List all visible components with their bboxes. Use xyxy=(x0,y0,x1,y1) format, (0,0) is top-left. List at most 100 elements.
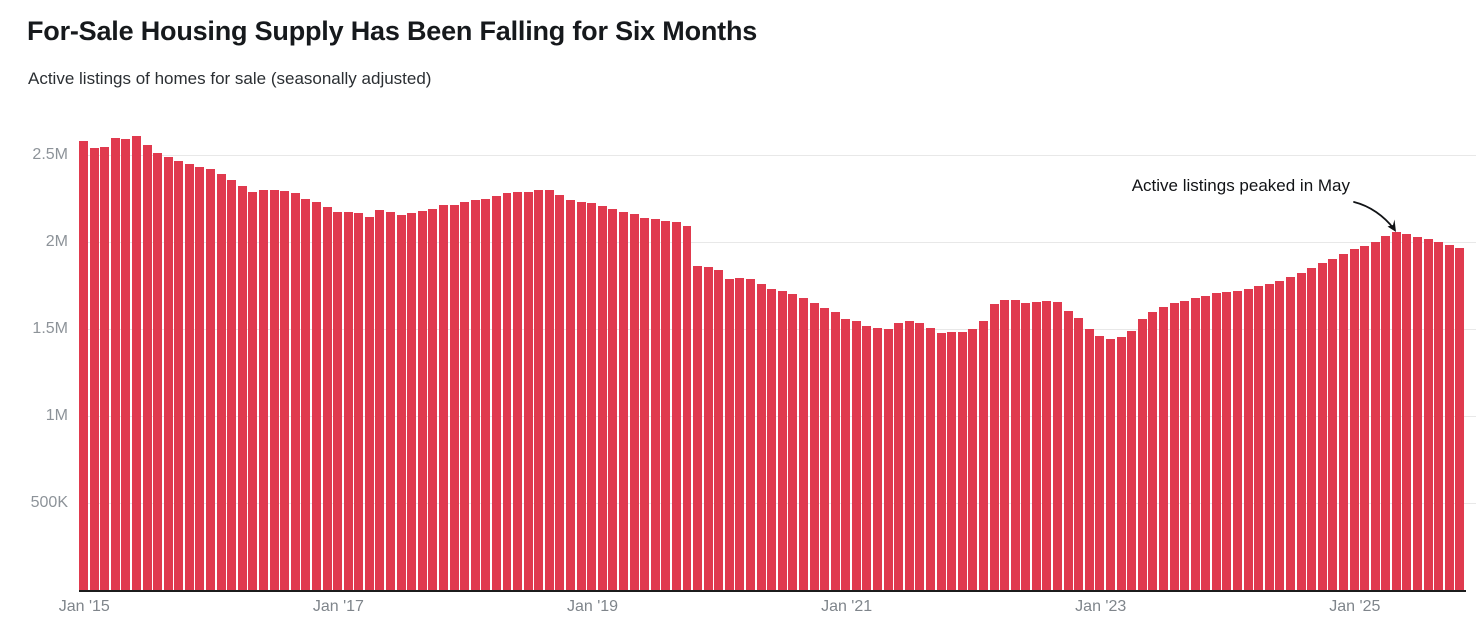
bar xyxy=(1201,295,1211,590)
bar xyxy=(1286,276,1295,590)
bar xyxy=(142,145,152,590)
bar xyxy=(989,303,999,590)
bar xyxy=(216,174,226,590)
bar xyxy=(915,322,925,590)
bar xyxy=(851,321,861,590)
bar xyxy=(1190,297,1200,590)
bar xyxy=(904,321,914,590)
bar xyxy=(79,141,88,590)
bar xyxy=(693,266,703,590)
bar xyxy=(100,147,110,590)
y-axis-tick-label: 500K xyxy=(30,493,68,511)
bar xyxy=(703,267,713,590)
bar xyxy=(258,189,268,590)
y-axis-tick-label: 1.5M xyxy=(32,319,68,337)
bar xyxy=(1074,317,1084,590)
bar xyxy=(131,135,141,590)
bar xyxy=(301,198,311,590)
bar xyxy=(894,322,904,590)
bar xyxy=(237,186,247,590)
gridline xyxy=(79,502,1476,504)
bar xyxy=(629,214,639,590)
bar xyxy=(1042,301,1052,590)
bar xyxy=(449,204,459,590)
bar xyxy=(724,278,734,590)
x-axis-tick-label: Jan '17 xyxy=(312,598,364,615)
bar xyxy=(936,333,946,590)
bar xyxy=(830,311,840,590)
bar xyxy=(438,205,448,590)
bar xyxy=(460,201,470,590)
bar xyxy=(1402,234,1412,590)
x-axis-tick-label: Jan '25 xyxy=(1329,598,1381,615)
bar xyxy=(1338,254,1348,590)
bar xyxy=(417,210,427,590)
x-axis-tick-label: Jan '15 xyxy=(58,598,110,615)
bar xyxy=(947,332,957,590)
bar xyxy=(682,226,692,590)
bar xyxy=(1349,248,1359,590)
bar xyxy=(650,219,660,590)
page-title: For-Sale Housing Supply Has Been Falling… xyxy=(27,16,758,46)
bar xyxy=(1264,283,1274,590)
bar xyxy=(396,215,406,590)
bar xyxy=(1455,248,1465,590)
bar xyxy=(1381,235,1391,590)
bar xyxy=(1053,302,1063,590)
bar xyxy=(798,297,808,590)
bar xyxy=(671,222,681,590)
bar xyxy=(1233,290,1243,590)
bar xyxy=(1106,339,1115,590)
y-axis-tick-label: 2.5M xyxy=(32,145,68,163)
bar xyxy=(491,195,501,590)
bar xyxy=(957,332,967,590)
bar xyxy=(1158,307,1168,590)
bar xyxy=(523,191,533,590)
bar xyxy=(820,308,830,590)
bar xyxy=(470,200,480,590)
y-axis-tick-label: 1M xyxy=(45,406,68,424)
bar xyxy=(364,216,374,590)
bar xyxy=(597,206,607,590)
bar xyxy=(227,180,237,590)
x-axis-tick-label: Jan '19 xyxy=(566,598,619,615)
bar xyxy=(513,191,523,590)
bar xyxy=(777,290,787,590)
annotation-label: Active listings peaked in May xyxy=(1131,176,1350,195)
bar xyxy=(587,202,597,590)
bar xyxy=(576,201,586,590)
bar xyxy=(661,221,671,590)
bar xyxy=(841,318,851,590)
bar xyxy=(608,208,618,590)
bar xyxy=(1127,330,1137,590)
x-axis-tick-label: Jan '21 xyxy=(821,598,873,615)
bar xyxy=(640,217,650,590)
bar xyxy=(1360,246,1370,590)
bar xyxy=(1148,311,1158,590)
bar xyxy=(555,195,565,590)
bar xyxy=(534,189,544,590)
bar xyxy=(1317,262,1327,590)
bar xyxy=(1021,302,1031,590)
bar xyxy=(544,189,554,590)
x-axis-line xyxy=(79,590,1466,592)
bar xyxy=(1116,336,1126,590)
bar xyxy=(248,191,258,590)
bar xyxy=(1000,300,1010,590)
bar xyxy=(89,148,99,590)
bar xyxy=(618,211,628,590)
bar xyxy=(280,190,290,590)
bar xyxy=(1137,319,1147,590)
bar xyxy=(1084,329,1094,590)
bar xyxy=(1275,281,1285,590)
gridline xyxy=(79,328,1476,330)
bar xyxy=(121,139,131,590)
bar xyxy=(375,209,385,590)
bar xyxy=(566,200,576,590)
bar xyxy=(926,328,935,590)
bar xyxy=(290,193,300,590)
bar xyxy=(1243,288,1253,590)
bar xyxy=(883,329,893,590)
bar xyxy=(174,161,184,590)
